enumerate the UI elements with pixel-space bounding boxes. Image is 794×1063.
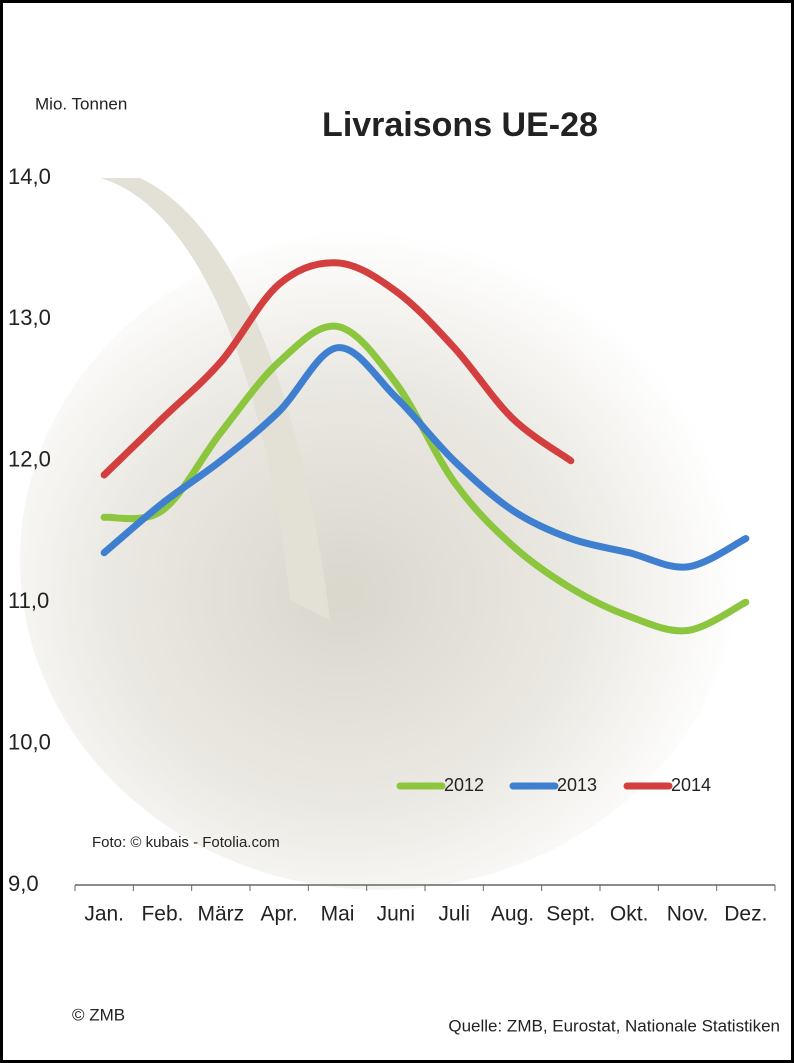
x-tick-label: Mai	[321, 903, 355, 926]
x-tick-label: Sept.	[546, 903, 595, 926]
y-axis-label: Mio. Tonnen	[35, 94, 127, 113]
legend-label: 2013	[557, 775, 597, 795]
series-line	[100, 344, 750, 571]
y-tick-label: 11,0	[8, 588, 49, 613]
x-tick-label: Nov.	[667, 903, 709, 926]
x-tick-label: Juni	[377, 903, 416, 926]
y-tick-label: 9,0	[8, 871, 39, 896]
y-tick-label: 12,0	[8, 447, 51, 472]
x-tick-label: März	[197, 903, 244, 926]
photo-credit: Foto: © kubais - Fotolia.com	[92, 834, 280, 851]
x-tick-label: Jan.	[84, 903, 124, 926]
x-tick-label: Dez.	[724, 903, 767, 926]
x-tick-label: Apr.	[260, 903, 297, 926]
legend-label: 2012	[444, 775, 484, 795]
x-tick-label: Feb.	[141, 903, 183, 926]
x-tick-label: Okt.	[610, 903, 649, 926]
legend-label: 2014	[671, 775, 711, 795]
milk-stream	[100, 178, 330, 620]
y-tick-label: 14,0	[8, 164, 51, 189]
background-photo	[20, 230, 740, 890]
chart-title: Livraisons UE-28	[322, 106, 598, 144]
x-tick-label: Juli	[438, 903, 470, 926]
x-tick-label: Aug.	[491, 903, 534, 926]
series-line	[100, 259, 575, 479]
source: Quelle: ZMB, Eurostat, Nationale Statist…	[448, 1016, 780, 1035]
y-tick-label: 10,0	[8, 729, 51, 754]
y-tick-label: 13,0	[8, 305, 51, 330]
copyright: © ZMB	[72, 1005, 125, 1024]
